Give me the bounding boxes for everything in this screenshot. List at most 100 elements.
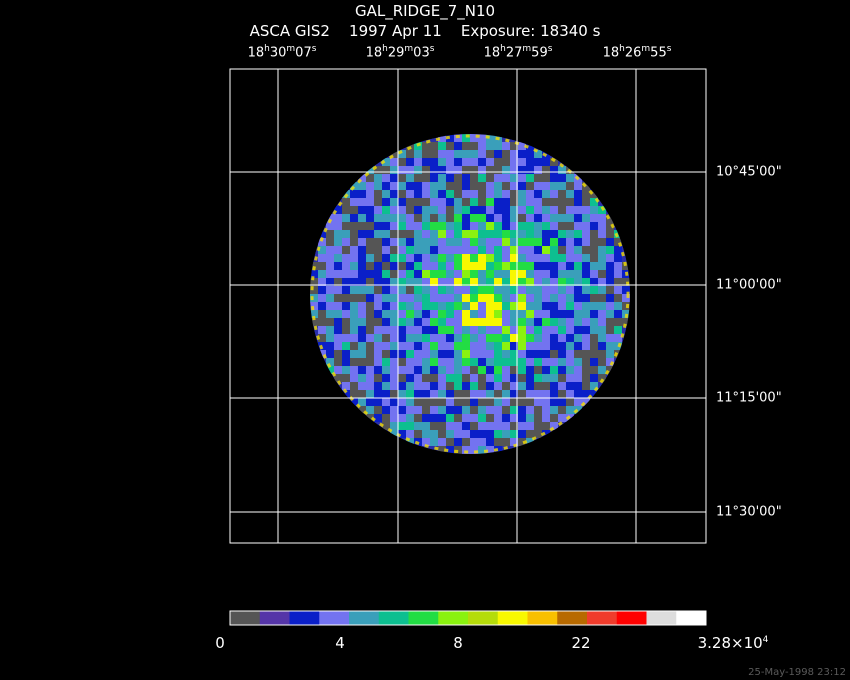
- disc-pixel: [558, 278, 566, 286]
- disc-pixel: [438, 438, 446, 446]
- disc-pixel: [454, 190, 462, 198]
- disc-pixel: [470, 134, 478, 142]
- disc-pixel: [534, 382, 542, 390]
- disc-pixel: [550, 190, 558, 198]
- disc-pixel: [598, 246, 606, 254]
- disc-pixel: [382, 246, 390, 254]
- dec-label-4: 11°30'00": [716, 504, 782, 520]
- disc-pixel: [366, 230, 374, 238]
- disc-pixel: [342, 326, 350, 334]
- disc-pixel: [350, 366, 358, 374]
- disc-pixel: [566, 214, 574, 222]
- disc-pixel: [334, 366, 342, 374]
- disc-pixel: [558, 230, 566, 238]
- disc-pixel: [318, 302, 326, 310]
- disc-pixel: [374, 358, 382, 366]
- disc-pixel: [446, 230, 454, 238]
- disc-pixel: [446, 134, 454, 142]
- disc-pixel: [430, 302, 438, 310]
- disc-pixel: [606, 366, 614, 374]
- disc-pixel: [326, 310, 334, 318]
- disc-pixel: [582, 302, 590, 310]
- disc-pixel: [558, 326, 566, 334]
- disc-pixel: [470, 310, 478, 318]
- disc-pixel: [422, 142, 430, 150]
- disc-pixel: [494, 222, 502, 230]
- disc-pixel: [526, 286, 534, 294]
- disc-pixel: [502, 286, 510, 294]
- disc-pixel: [398, 278, 406, 286]
- disc-pixel: [550, 166, 558, 174]
- disc-pixel: [470, 358, 478, 366]
- disc-pixel: [590, 294, 598, 302]
- disc-pixel: [598, 342, 606, 350]
- disc-pixel: [358, 390, 366, 398]
- disc-pixel: [598, 374, 606, 382]
- disc-pixel: [366, 294, 374, 302]
- disc-pixel: [406, 286, 414, 294]
- disc-pixel: [478, 270, 486, 278]
- disc-pixel: [590, 254, 598, 262]
- disc-pixel: [406, 422, 414, 430]
- disc-pixel: [510, 422, 518, 430]
- disc-pixel: [558, 174, 566, 182]
- disc-pixel: [422, 190, 430, 198]
- disc-pixel: [414, 374, 422, 382]
- disc-pixel: [550, 206, 558, 214]
- disc-pixel: [526, 430, 534, 438]
- disc-pixel: [446, 270, 454, 278]
- disc-pixel: [398, 366, 406, 374]
- disc-pixel: [542, 422, 550, 430]
- disc-pixel: [486, 358, 494, 366]
- disc-pixel: [462, 142, 470, 150]
- disc-pixel: [406, 398, 414, 406]
- disc-pixel: [382, 374, 390, 382]
- disc-pixel: [542, 230, 550, 238]
- disc-pixel: [494, 166, 502, 174]
- disc-pixel: [462, 134, 470, 142]
- disc-pixel: [342, 278, 350, 286]
- disc-pixel: [598, 350, 606, 358]
- disc-pixel: [574, 302, 582, 310]
- disc-pixel: [470, 198, 478, 206]
- disc-pixel: [566, 230, 574, 238]
- disc-pixel: [446, 254, 454, 262]
- disc-pixel: [534, 390, 542, 398]
- disc-pixel: [558, 366, 566, 374]
- disc-pixel: [342, 206, 350, 214]
- disc-pixel: [526, 374, 534, 382]
- disc-pixel: [550, 222, 558, 230]
- disc-pixel: [502, 206, 510, 214]
- disc-pixel: [366, 286, 374, 294]
- disc-pixel: [566, 182, 574, 190]
- disc-pixel: [518, 166, 526, 174]
- disc-pixel: [518, 238, 526, 246]
- disc-pixel: [566, 174, 574, 182]
- disc-pixel: [534, 262, 542, 270]
- disc-pixel: [382, 190, 390, 198]
- disc-pixel: [414, 246, 422, 254]
- disc-pixel: [478, 310, 486, 318]
- disc-pixel: [366, 342, 374, 350]
- disc-pixel: [462, 342, 470, 350]
- timestamp-footer: 25-May-1998 23:12: [748, 667, 846, 678]
- disc-pixel: [542, 174, 550, 182]
- disc-pixel: [430, 430, 438, 438]
- disc-pixel: [486, 158, 494, 166]
- disc-pixel: [438, 150, 446, 158]
- disc-pixel: [518, 174, 526, 182]
- disc-pixel: [534, 422, 542, 430]
- disc-pixel: [614, 278, 622, 286]
- disc-pixel: [478, 206, 486, 214]
- disc-pixel: [550, 318, 558, 326]
- disc-pixel: [470, 342, 478, 350]
- disc-pixel: [462, 422, 470, 430]
- disc-pixel: [510, 238, 518, 246]
- disc-pixel: [390, 342, 398, 350]
- disc-pixel: [382, 414, 390, 422]
- disc-pixel: [494, 366, 502, 374]
- disc-pixel: [478, 334, 486, 342]
- disc-pixel: [534, 166, 542, 174]
- disc-pixel: [358, 246, 366, 254]
- disc-pixel: [574, 270, 582, 278]
